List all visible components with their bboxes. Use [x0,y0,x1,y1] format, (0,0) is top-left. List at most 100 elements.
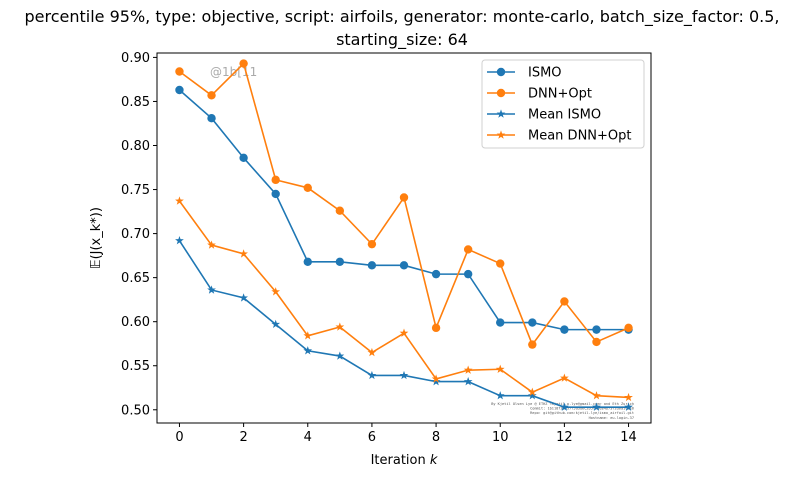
data-point [367,261,377,270]
legend-entry: Mean ISMO [487,108,601,123]
data-point [335,206,345,215]
data-point [207,285,216,294]
data-point [592,391,601,400]
data-point [335,257,345,266]
data-point [335,351,345,360]
data-point [431,374,441,383]
x-tick-label: 6 [368,430,376,445]
data-point [399,328,409,337]
data-point [271,319,281,329]
data-point [527,391,537,400]
legend-entry: Mean DNN+Opt [487,129,632,144]
data-point [271,175,280,185]
data-point [624,323,633,333]
watermark-text: @1b[11 [210,65,257,79]
data-point [239,153,248,163]
footer-note-line: Repo: git@github.com:kjetil-lye/ismo_air… [530,411,634,415]
data-point [335,322,345,331]
data-point [303,183,312,192]
data-point [207,113,216,123]
footer-note: By Kjetil Olsen Lye @ ETHZ <kjetil.o.lye… [491,402,634,420]
data-point [463,377,473,386]
data-point [560,402,569,411]
x-axis: 0 2 4 6 8 10 12 14 [175,423,637,445]
y-tick-label: 0.65 [121,271,150,286]
x-tick-label: 0 [175,430,183,445]
data-point [367,347,377,357]
footer-note-line: Commit: 1b11873b637f5a3d6c2b5ff8e84b73f2… [530,407,634,411]
data-point [175,196,184,205]
legend-marker [496,88,506,98]
legend-label: Mean DNN+Opt [528,129,632,144]
data-point [496,259,505,268]
legend-box [481,59,645,149]
legend-entry: DNN+Opt [487,87,592,102]
data-point [560,325,569,334]
legend-marker [496,67,506,77]
legend-label: ISMO [528,66,562,81]
data-point [592,337,601,347]
legend: ISMO DNN+Opt Mean ISMO Mean DNN+Opt [481,59,645,149]
footer-note-line: By Kjetil Olsen Lye @ ETHZ <kjetil.o.lye… [491,402,634,406]
x-axis-label-variable: k [430,453,438,468]
plot-frame [156,52,652,424]
data-point [431,269,441,279]
y-tick-label: 0.75 [121,183,150,198]
series-ismo [175,85,633,334]
series-mean-dnn-opt [175,196,633,402]
chart-title-line-2: starting_size: 64 [336,30,468,50]
y-axis: 0.50 0.55 0.60 0.65 0.70 0.75 0.80 0.85 0.90 [121,51,157,418]
data-point [463,269,473,279]
x-tick-label: 8 [432,430,440,445]
legend-marker [496,109,506,118]
data-point [175,67,184,76]
x-tick-label: 12 [556,430,573,445]
data-point [367,239,377,249]
data-point [175,236,184,245]
data-point [560,297,569,306]
data-point [463,365,473,374]
x-axis-label: Iteration k [371,453,438,468]
data-point [624,392,633,402]
data-point [303,257,312,266]
data-point [560,373,569,382]
data-point [528,340,537,349]
data-point [271,189,280,199]
chart-title-line-1: percentile 95%, type: objective, script:… [25,7,780,27]
x-tick-label: 4 [304,430,312,445]
y-tick-label: 0.60 [121,315,150,330]
data-point [207,91,216,100]
data-point [303,331,313,340]
data-point [303,346,313,355]
legend-entry: ISMO [487,66,562,81]
series-dnn-opt [175,59,633,349]
y-tick-label: 0.90 [121,51,150,66]
data-point [495,364,505,373]
y-tick-label: 0.85 [121,95,150,110]
data-point [367,370,377,380]
data-point [495,391,505,400]
data-point [592,402,601,411]
data-point [399,193,409,202]
legend-label: DNN+Opt [528,87,592,102]
legend-label: Mean ISMO [528,108,601,123]
data-point [463,245,473,254]
y-tick-label: 0.55 [121,359,150,374]
data-point [239,59,248,68]
data-point [239,293,248,302]
data-point [528,318,537,327]
x-axis-label-text: Iteration [371,453,430,468]
data-point [527,387,537,396]
data-point [431,323,441,333]
x-tick-label: 14 [620,430,637,445]
data-point [624,402,633,411]
data-point [592,325,601,334]
data-point [399,261,409,270]
x-tick-label: 2 [239,430,247,445]
y-tick-label: 0.70 [121,227,150,242]
data-point [207,240,216,249]
data-point [239,249,248,258]
y-axis-label: 𝔼(J(x_k*)) [89,207,104,269]
y-tick-label: 0.80 [121,139,150,154]
